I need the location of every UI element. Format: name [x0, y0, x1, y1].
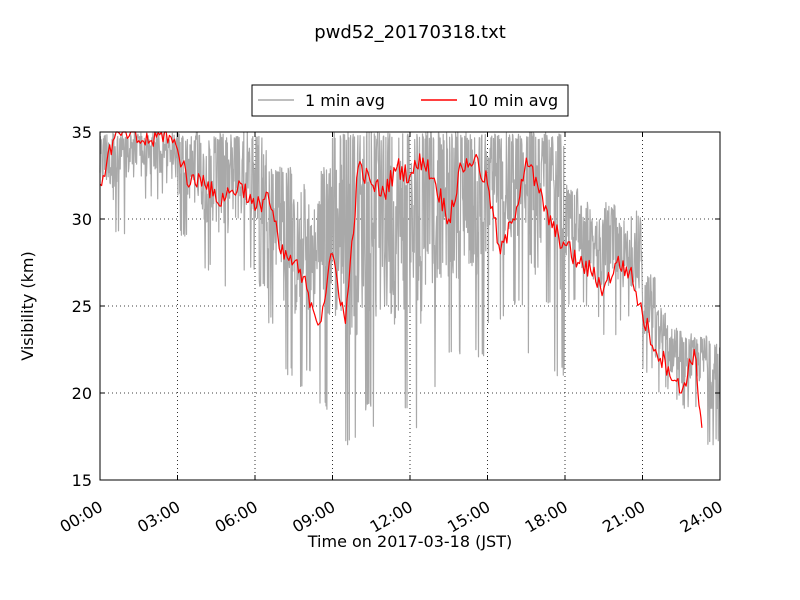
legend-frame — [251, 84, 569, 117]
y-tick-label: 15 — [72, 471, 92, 490]
series-layer — [99, 131, 721, 446]
x-tick-label: 03:00 — [134, 497, 183, 537]
y-axis-label: Visibility (km) — [18, 251, 37, 360]
x-tick-label: 09:00 — [289, 497, 338, 537]
x-tick-label: 12:00 — [367, 497, 416, 537]
y-tick-label: 30 — [72, 210, 92, 229]
legend-label-10-min-avg: 10 min avg — [468, 91, 558, 110]
series-line-10-min-avg — [99, 131, 703, 428]
y-tick-label: 25 — [72, 297, 92, 316]
x-axis-label: Time on 2017-03-18 (JST) — [307, 532, 512, 551]
x-tick-label: 00:00 — [57, 497, 106, 537]
x-tick-label: 24:00 — [677, 497, 726, 537]
legend-label-1-min-avg: 1 min avg — [305, 91, 385, 110]
chart-title: pwd52_20170318.txt — [314, 22, 506, 43]
legend: 1 min avg 10 min avg — [251, 84, 569, 117]
y-tick-label: 35 — [72, 123, 92, 142]
x-tick-label: 15:00 — [444, 497, 493, 537]
x-tick-label: 06:00 — [212, 497, 261, 537]
x-tick-label: 18:00 — [522, 497, 571, 537]
x-tick-label: 21:00 — [599, 497, 648, 537]
series-line-1-min-avg — [99, 131, 721, 446]
y-tick-label: 20 — [72, 384, 92, 403]
